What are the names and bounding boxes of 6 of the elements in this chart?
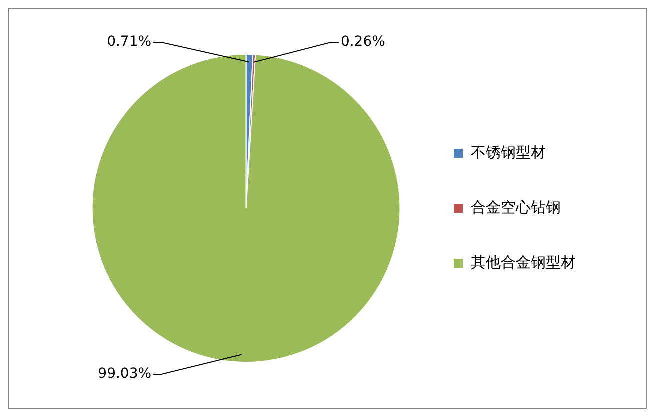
- data-label: 0.26%: [340, 34, 386, 50]
- data-label: 99.03%: [98, 366, 152, 382]
- legend-label: 其他合金钢型材: [471, 253, 576, 272]
- legend-label: 不锈钢型材: [471, 143, 546, 162]
- data-label: 0.71%: [107, 34, 152, 50]
- legend-label: 合金空心钻钢: [471, 198, 561, 216]
